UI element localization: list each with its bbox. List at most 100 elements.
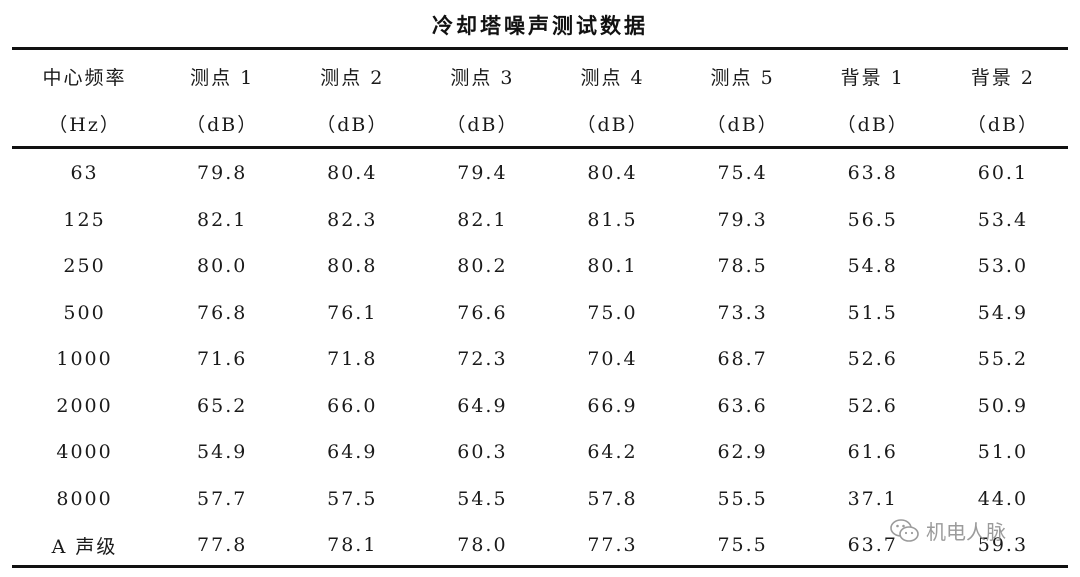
value-cell: 75.4 xyxy=(717,162,768,185)
frequency-cell: 1000 xyxy=(56,348,113,371)
value-cell: 80.1 xyxy=(587,255,638,278)
table-row: 8000 57.7 57.5 54.5 57.8 55.5 37.1 44.0 xyxy=(12,476,1068,523)
value-cell: 57.8 xyxy=(587,487,638,510)
value-cell: 71.8 xyxy=(327,348,378,371)
value-cell: 54.9 xyxy=(197,441,248,464)
frequency-cell: 63 xyxy=(70,162,99,185)
value-cell: 51.5 xyxy=(847,301,898,324)
unit-cell: （dB） xyxy=(576,114,649,136)
value-cell: 78.1 xyxy=(327,534,378,557)
frequency-cell: A 声级 xyxy=(51,535,118,558)
value-cell: 61.6 xyxy=(847,441,898,464)
unit-cell: （dB） xyxy=(836,114,909,136)
value-cell: 66.9 xyxy=(587,394,638,417)
header-cell: 测点 4 xyxy=(580,67,645,89)
value-cell: 63.6 xyxy=(717,394,768,417)
table-title: 冷却塔噪声测试数据 xyxy=(432,14,648,38)
unit-cell: （dB） xyxy=(966,114,1039,136)
value-cell: 62.9 xyxy=(717,441,768,464)
value-cell: 65.2 xyxy=(197,394,248,417)
value-cell: 75.0 xyxy=(587,301,638,324)
value-cell: 80.4 xyxy=(587,162,638,185)
value-cell: 79.8 xyxy=(197,162,248,185)
unit-cell: （dB） xyxy=(446,114,519,136)
value-cell: 75.5 xyxy=(717,534,768,557)
value-cell: 80.4 xyxy=(327,162,378,185)
bottom-rule xyxy=(12,565,1068,568)
header-cell: 背景 1 xyxy=(840,67,905,89)
frequency-cell: 125 xyxy=(63,208,106,231)
value-cell: 60.3 xyxy=(457,441,508,464)
header-cell: 测点 1 xyxy=(190,67,255,89)
header-units-row: （Hz） （dB） （dB） （dB） （dB） （dB） （dB） （dB） xyxy=(12,100,1068,147)
unit-cell: （dB） xyxy=(186,114,259,136)
unit-cell: （dB） xyxy=(706,114,779,136)
value-cell: 66.0 xyxy=(327,394,378,417)
value-cell: 55.5 xyxy=(717,487,768,510)
unit-cell: （Hz） xyxy=(48,114,121,136)
value-cell: 50.9 xyxy=(977,394,1029,417)
value-cell: 79.4 xyxy=(457,162,508,185)
header-cell: 中心频率 xyxy=(42,67,127,89)
value-cell: 52.6 xyxy=(847,394,898,417)
value-cell: 82.3 xyxy=(327,208,378,231)
value-cell: 55.2 xyxy=(977,348,1029,371)
value-cell: 80.2 xyxy=(457,255,508,278)
unit-cell: （dB） xyxy=(316,114,389,136)
table-row: 63 79.8 80.4 79.4 80.4 75.4 63.8 60.1 xyxy=(12,150,1068,197)
value-cell: 73.3 xyxy=(717,301,768,324)
value-cell: 51.0 xyxy=(977,441,1029,464)
value-cell: 64.9 xyxy=(327,441,378,464)
table-row: 125 82.1 82.3 82.1 81.5 79.3 56.5 53.4 xyxy=(12,197,1068,244)
table-row: 500 76.8 76.1 76.6 75.0 73.3 51.5 54.9 xyxy=(12,290,1068,337)
value-cell: 79.3 xyxy=(717,208,768,231)
table-body: 63 79.8 80.4 79.4 80.4 75.4 63.8 60.1 125 82.1 82.… xyxy=(12,150,1068,569)
frequency-cell: 4000 xyxy=(56,441,113,464)
header-cell: 测点 3 xyxy=(450,67,515,89)
value-cell: 78.5 xyxy=(717,255,768,278)
header-cell: 测点 2 xyxy=(320,67,385,89)
frequency-cell: 8000 xyxy=(56,487,113,510)
value-cell: 56.5 xyxy=(847,208,898,231)
watermark: 机电人脉 xyxy=(890,516,1006,545)
value-cell: 76.1 xyxy=(327,301,378,324)
header-rule xyxy=(12,146,1068,149)
value-cell: 53.4 xyxy=(977,208,1029,231)
top-rule xyxy=(12,47,1068,50)
value-cell: 57.5 xyxy=(327,487,378,510)
value-cell: 72.3 xyxy=(457,348,508,371)
value-cell: 76.6 xyxy=(457,301,508,324)
value-cell: 60.1 xyxy=(977,162,1029,185)
frequency-cell: 2000 xyxy=(56,394,113,417)
table-header: 中心频率 测点 1 测点 2 测点 3 测点 4 测点 5 背景 1 背景 2 … xyxy=(12,53,1068,147)
table-row: 4000 54.9 64.9 60.3 64.2 62.9 61.6 51.0 xyxy=(12,429,1068,476)
watermark-text: 机电人脉 xyxy=(926,520,1006,544)
value-cell: 82.1 xyxy=(457,208,508,231)
value-cell: 77.8 xyxy=(197,534,248,557)
value-cell: 80.0 xyxy=(197,255,248,278)
value-cell: 37.1 xyxy=(847,487,898,510)
value-cell: 59.3 xyxy=(977,534,1029,557)
value-cell: 80.8 xyxy=(327,255,378,278)
value-cell: 57.7 xyxy=(197,487,248,510)
table-row: 1000 71.6 71.8 72.3 70.4 68.7 52.6 55.2 xyxy=(12,336,1068,383)
frequency-cell: 250 xyxy=(63,255,106,278)
value-cell: 54.9 xyxy=(977,301,1029,324)
table-row: 250 80.0 80.8 80.2 80.1 78.5 54.8 53.0 xyxy=(12,243,1068,290)
header-names-row: 中心频率 测点 1 测点 2 测点 3 测点 4 测点 5 背景 1 背景 2 xyxy=(12,53,1068,100)
value-cell: 78.0 xyxy=(457,534,508,557)
value-cell: 81.5 xyxy=(587,208,638,231)
value-cell: 82.1 xyxy=(197,208,248,231)
table-row: 2000 65.2 66.0 64.9 66.9 63.6 52.6 50.9 xyxy=(12,383,1068,430)
header-cell: 测点 5 xyxy=(710,67,775,89)
wechat-icon xyxy=(890,518,920,544)
value-cell: 54.8 xyxy=(847,255,898,278)
value-cell: 71.6 xyxy=(197,348,248,371)
value-cell: 76.8 xyxy=(197,301,248,324)
value-cell: 63.7 xyxy=(847,534,898,557)
value-cell: 77.3 xyxy=(587,534,638,557)
value-cell: 70.4 xyxy=(587,348,638,371)
value-cell: 44.0 xyxy=(977,487,1029,510)
value-cell: 54.5 xyxy=(457,487,508,510)
value-cell: 64.9 xyxy=(457,394,508,417)
